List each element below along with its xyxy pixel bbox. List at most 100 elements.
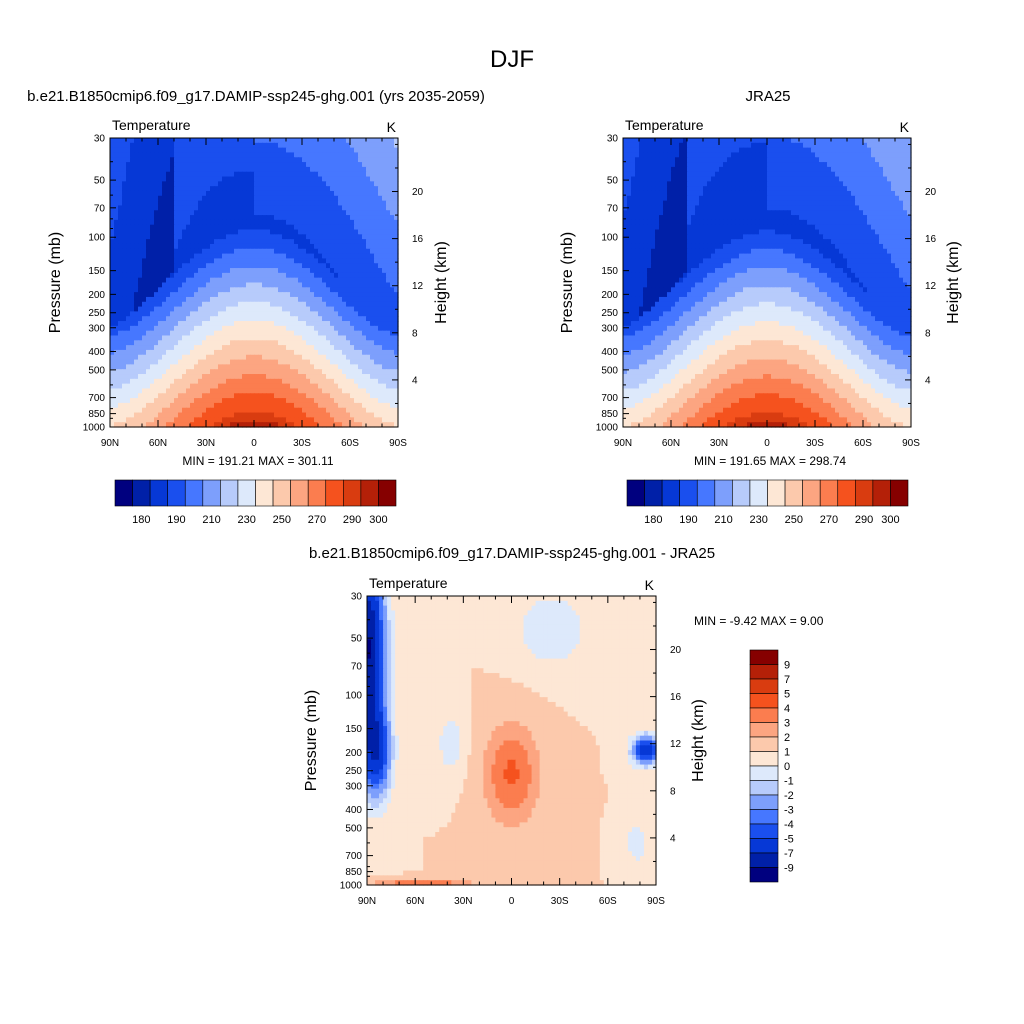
model-field-cell (110, 196, 115, 201)
model-field-cell (238, 157, 243, 162)
model-field-cell (326, 181, 331, 186)
model-field-cell (122, 191, 127, 196)
model-field-cell (358, 403, 363, 408)
model-field-cell (358, 220, 363, 225)
model-field-cell (110, 162, 115, 167)
model-field-cell (290, 220, 295, 225)
model-field-cell (302, 181, 307, 186)
model-field-cell (202, 379, 207, 384)
model-field-cell (206, 143, 211, 148)
model-field-cell (142, 138, 147, 143)
model-field-cell (214, 167, 219, 172)
model-field-cell (246, 273, 251, 278)
model-field-cell (130, 408, 135, 413)
model-field-cell (214, 181, 219, 186)
model-field-cell (170, 287, 175, 292)
model-field-cell (350, 263, 355, 268)
model-field-cell (114, 345, 119, 350)
model-field-cell (262, 369, 267, 374)
model-field-cell (310, 355, 315, 360)
model-field-cell (370, 268, 375, 273)
model-field-cell (306, 225, 311, 230)
model-field-cell (186, 148, 191, 153)
model-field-cell (222, 172, 227, 177)
model-field-cell (326, 388, 331, 393)
model-field-cell (282, 244, 287, 249)
model-field-cell (190, 369, 195, 374)
model-field-cell (178, 335, 183, 340)
model-field-cell (230, 417, 235, 422)
model-field-cell (274, 244, 279, 249)
obs-field-cell (759, 138, 764, 143)
model-field-cell (162, 384, 167, 389)
model-field-cell (138, 273, 143, 278)
model-field-cell (250, 316, 255, 321)
model-field-cell (314, 186, 319, 191)
model-field-cell (170, 268, 175, 273)
model-field-cell (194, 181, 199, 186)
model-field-cell (214, 331, 219, 336)
model-field-cell (330, 177, 335, 182)
obs-field-cell (767, 172, 772, 177)
obs-field-cell (823, 148, 828, 153)
model-field-cell (130, 316, 135, 321)
model-field-cell (206, 331, 211, 336)
model-field-cell (114, 152, 119, 157)
model-field-cell (182, 172, 187, 177)
model-field-cell (318, 413, 323, 418)
model-field-cell (330, 321, 335, 326)
model-field-cell (290, 143, 295, 148)
model-field-cell (326, 417, 331, 422)
model-field-cell (262, 316, 267, 321)
obs-field-cell (647, 148, 652, 153)
model-field-cell (370, 172, 375, 177)
model-field-cell (230, 152, 235, 157)
model-field-cell (310, 152, 315, 157)
model-field-cell (110, 177, 115, 182)
model-field-cell (334, 220, 339, 225)
model-field-cell (366, 355, 371, 360)
model-field-cell (306, 364, 311, 369)
model-field-cell (350, 196, 355, 201)
model-field-cell (318, 244, 323, 249)
model-field-cell (294, 316, 299, 321)
model-field-cell (174, 239, 179, 244)
model-field-cell (310, 234, 315, 239)
model-field-cell (258, 360, 263, 365)
obs-field-cell (887, 143, 892, 148)
obs-field-cell (883, 143, 888, 148)
model-field-cell (298, 196, 303, 201)
model-field-cell (374, 413, 379, 418)
model-field-cell (214, 273, 219, 278)
model-field-cell (366, 162, 371, 167)
model-field-cell (214, 230, 219, 235)
model-field-cell (354, 326, 359, 331)
model-field-cell (210, 249, 215, 254)
obs-field-cell (627, 167, 632, 172)
obs-field-cell (643, 172, 648, 177)
y-tick-label: 1000 (83, 423, 106, 434)
obs-field-cell (655, 143, 660, 148)
model-field-cell (174, 210, 179, 215)
model-field-cell (218, 186, 223, 191)
model-field-cell (346, 186, 351, 191)
model-field-cell (374, 379, 379, 384)
model-field-cell (318, 152, 323, 157)
model-field-cell (210, 345, 215, 350)
model-field-cell (274, 340, 279, 345)
model-field-cell (334, 369, 339, 374)
model-field-cell (322, 360, 327, 365)
obs-field-cell (847, 162, 852, 167)
obs-field-cell (627, 157, 632, 162)
obs-field-cell (675, 167, 680, 172)
model-field-cell (330, 374, 335, 379)
model-field-cell (302, 413, 307, 418)
model-field-cell (286, 292, 291, 297)
model-field-cell (166, 273, 171, 278)
model-field-cell (182, 335, 187, 340)
model-field-cell (262, 205, 267, 210)
model-field-cell (202, 340, 207, 345)
obs-field-cell (879, 148, 884, 153)
model-field-cell (306, 157, 311, 162)
model-field-cell (134, 360, 139, 365)
